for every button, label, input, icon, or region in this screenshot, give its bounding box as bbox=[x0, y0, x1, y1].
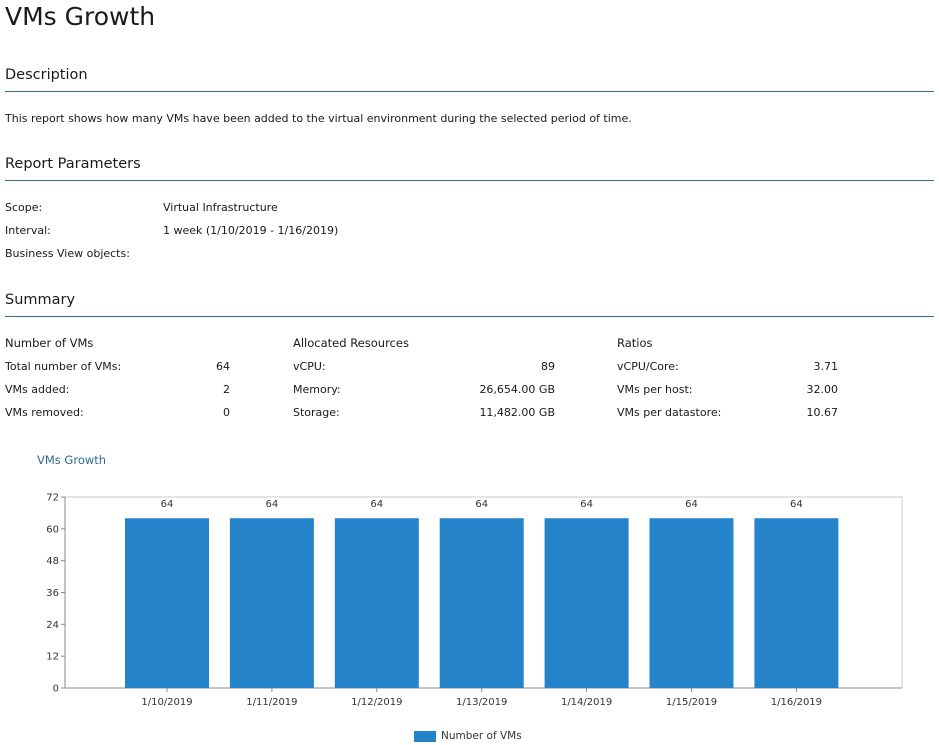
legend-label-number-of-vms: Number of VMs bbox=[441, 730, 522, 742]
vms-growth-chart: 0 12 24 36 48 60 72 64 1/10/2019 64 1/11/2019 64 1/1… bbox=[46, 493, 903, 708]
report-parameters-heading: Report Parameters bbox=[5, 154, 934, 181]
summary-vcpu-value: 89 bbox=[541, 360, 555, 373]
bar-1/12/2019 bbox=[334, 518, 419, 688]
chart-title: VMs Growth bbox=[37, 453, 107, 467]
bar-1/13/2019 bbox=[439, 518, 524, 688]
bar-1/10/2019 bbox=[125, 518, 209, 688]
summary-vms-added-value: 2 bbox=[223, 383, 230, 396]
summary-vcpu-core-label: vCPU/Core: bbox=[617, 360, 679, 373]
x-tick-label-1/10/2019: 1/10/2019 bbox=[141, 697, 192, 708]
bar-data-label-1/16/2019: 64 bbox=[790, 499, 803, 510]
legend-swatch-number-of-vms bbox=[414, 731, 436, 742]
bar-1/11/2019 bbox=[229, 518, 314, 688]
summary-vms-removed-label: VMs removed: bbox=[5, 406, 84, 419]
bar-data-label-1/14/2019: 64 bbox=[580, 499, 593, 510]
bar-1/15/2019 bbox=[649, 518, 734, 688]
summary-group-ratios-title: Ratios bbox=[617, 336, 653, 350]
x-tick-label-1/15/2019: 1/15/2019 bbox=[666, 697, 717, 708]
summary-vms-added-label: VMs added: bbox=[5, 383, 70, 396]
summary-vcpu-label: vCPU: bbox=[293, 360, 326, 373]
y-tick-label-0: 0 bbox=[53, 684, 59, 695]
param-scope-value: Virtual Infrastructure bbox=[163, 201, 278, 214]
param-scope-label: Scope: bbox=[5, 201, 43, 214]
bar-1/14/2019 bbox=[544, 518, 629, 688]
summary-group-vms-title: Number of VMs bbox=[5, 336, 94, 350]
bar-data-label-1/12/2019: 64 bbox=[370, 499, 383, 510]
y-tick-label-60: 60 bbox=[46, 524, 59, 535]
summary-group-resources-title: Allocated Resources bbox=[293, 336, 409, 350]
param-interval-label: Interval: bbox=[5, 224, 51, 237]
bar-data-label-1/11/2019: 64 bbox=[266, 499, 279, 510]
y-tick-label-48: 48 bbox=[46, 556, 59, 567]
summary-vms-per-host-label: VMs per host: bbox=[617, 383, 693, 396]
summary-vms-per-datastore-value: 10.67 bbox=[806, 406, 839, 419]
summary-vms-per-datastore-label: VMs per datastore: bbox=[617, 406, 722, 419]
x-tick-label-1/13/2019: 1/13/2019 bbox=[456, 697, 507, 708]
summary-memory-label: Memory: bbox=[293, 383, 341, 396]
summary-total-vms-label: Total number of VMs: bbox=[5, 360, 122, 373]
param-business-view-label: Business View objects: bbox=[5, 247, 130, 260]
x-tick-label-1/12/2019: 1/12/2019 bbox=[351, 697, 402, 708]
y-tick-label-12: 12 bbox=[46, 652, 59, 663]
summary-storage-label: Storage: bbox=[293, 406, 340, 419]
x-tick-label-1/16/2019: 1/16/2019 bbox=[771, 697, 822, 708]
summary-total-vms-value: 64 bbox=[216, 360, 230, 373]
bar-data-label-1/15/2019: 64 bbox=[685, 499, 698, 510]
param-interval-value: 1 week (1/10/2019 - 1/16/2019) bbox=[163, 224, 339, 237]
summary-heading: Summary bbox=[5, 290, 934, 317]
summary-storage-value: 11,482.00 GB bbox=[479, 406, 555, 419]
page-title: VMs Growth bbox=[5, 2, 156, 31]
summary-vms-per-host-value: 32.00 bbox=[806, 383, 839, 396]
summary-vcpu-core-value: 3.71 bbox=[813, 360, 839, 373]
y-tick-label-36: 36 bbox=[46, 588, 59, 599]
bar-data-label-1/13/2019: 64 bbox=[475, 499, 488, 510]
summary-memory-value: 26,654.00 GB bbox=[479, 383, 555, 396]
description-text: This report shows how many VMs have been… bbox=[5, 112, 632, 125]
x-tick-label-1/14/2019: 1/14/2019 bbox=[561, 697, 612, 708]
description-heading: Description bbox=[5, 65, 934, 92]
bar-1/16/2019 bbox=[754, 518, 839, 688]
summary-vms-removed-value: 0 bbox=[223, 406, 230, 419]
y-tick-label-72: 72 bbox=[46, 493, 59, 504]
x-tick-label-1/11/2019: 1/11/2019 bbox=[246, 697, 297, 708]
y-tick-label-24: 24 bbox=[46, 620, 59, 631]
bar-data-label-1/10/2019: 64 bbox=[161, 499, 174, 510]
